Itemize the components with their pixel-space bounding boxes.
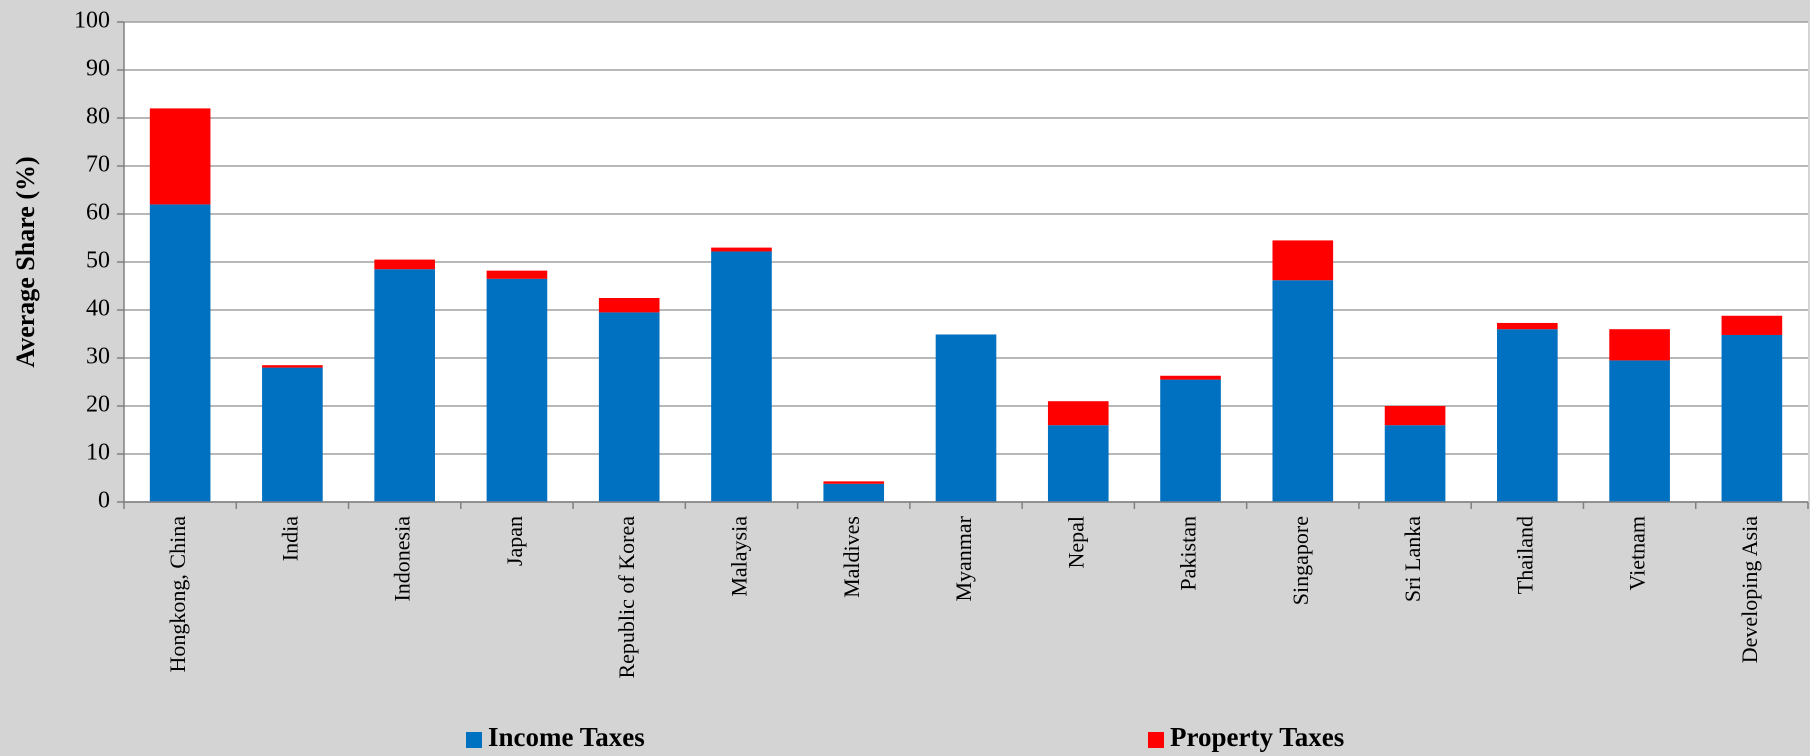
bar-segment [149, 108, 211, 205]
bar-segment [1721, 315, 1783, 335]
x-tick-label: Thailand [1512, 516, 1537, 594]
bar-segment [1384, 406, 1446, 426]
x-tick-label: Maldives [839, 516, 864, 598]
bar-segment [1160, 375, 1221, 380]
bar-segment [149, 204, 211, 502]
x-tick-label: Pakistan [1176, 516, 1201, 591]
y-tick-label: 30 [86, 344, 110, 370]
bar-segment [1272, 280, 1334, 502]
bar-segment [935, 334, 997, 502]
x-tick-label: Myanmar [951, 515, 976, 601]
bar-segment [1609, 329, 1670, 361]
y-tick-label: 0 [98, 488, 110, 514]
x-tick-label: Malaysia [727, 516, 752, 597]
bar-segment [1047, 401, 1109, 426]
bar-segment [1721, 334, 1783, 502]
x-tick-label: India [277, 516, 302, 561]
bar-segment [711, 251, 772, 502]
x-tick-label: Singapore [1288, 516, 1313, 605]
y-tick-label: 80 [86, 104, 110, 130]
bar-segment [1609, 360, 1670, 502]
bar-segment [1272, 240, 1334, 281]
legend-label: Property Taxes [1170, 722, 1344, 752]
y-tick-label: 20 [86, 392, 110, 418]
bar-segment [262, 365, 323, 368]
bar-segment [1160, 379, 1221, 502]
y-tick-label: 90 [86, 56, 110, 82]
bar-segment [486, 270, 548, 279]
legend-label: Income Taxes [488, 722, 645, 752]
y-tick-label: 70 [86, 152, 110, 178]
bar-segment [1384, 425, 1446, 502]
x-tick-label: Hongkong, China [165, 516, 190, 673]
x-tick-label: Vietnam [1625, 516, 1650, 590]
x-tick-label: Indonesia [390, 516, 415, 602]
bar-segment [1047, 425, 1109, 502]
x-tick-label: Developing Asia [1737, 516, 1762, 663]
legend-swatch [1148, 732, 1164, 748]
bar-segment [374, 269, 435, 502]
bar-segment [262, 367, 323, 502]
bar-segment [711, 247, 772, 252]
x-tick-label: Sri Lanka [1400, 516, 1425, 602]
bar-segment [374, 259, 435, 270]
x-tick-label: Nepal [1063, 516, 1088, 569]
bar-segment [823, 481, 885, 484]
bar-segment [823, 483, 885, 502]
y-tick-label: 50 [86, 248, 110, 274]
x-tick-label: Japan [502, 516, 527, 566]
legend-swatch [466, 732, 482, 748]
x-tick-label: Republic of Korea [614, 516, 639, 679]
y-tick-label: 10 [86, 440, 110, 466]
y-tick-label: 100 [74, 8, 110, 34]
bar-segment [1497, 322, 1558, 330]
bar-segment [486, 278, 548, 502]
y-tick-label: 60 [86, 200, 110, 226]
y-tick-label: 40 [86, 296, 110, 322]
bar-segment [598, 298, 660, 313]
bar-segment [1497, 329, 1558, 502]
bar-segment [598, 312, 660, 502]
y-axis-title: Average Share (%) [11, 156, 40, 367]
